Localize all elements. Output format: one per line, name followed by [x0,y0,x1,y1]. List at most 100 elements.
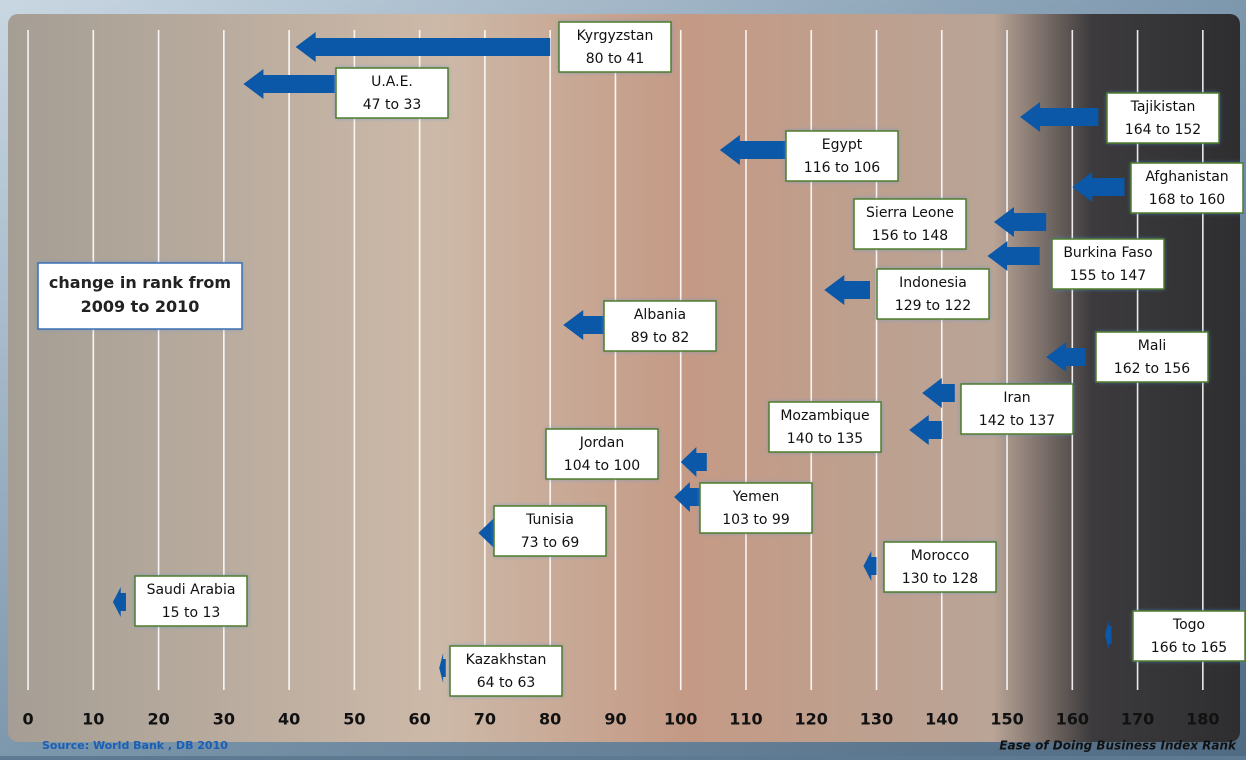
note-text: change in rank from 2009 to 2010 [48,273,232,316]
rank-label: 168 to 160 [1149,192,1225,208]
rank-label: 116 to 106 [804,160,880,176]
label-bg [960,383,1074,435]
arrow [993,207,1047,237]
label-box: Mali 162 to 156 [1095,331,1209,383]
country-label: Yemen [732,489,779,505]
arrow [863,551,877,581]
rank-label: 130 to 128 [902,571,978,587]
label-box: Kazakhstan 64 to 63 [449,645,563,697]
x-tick-label: 40 [278,710,300,729]
x-tick-label: 10 [82,710,104,729]
label-bg [768,401,882,453]
country-label: Tunisia [525,512,574,528]
label-bg [603,300,717,352]
arrow [563,310,609,340]
arrow [1046,342,1086,372]
rank-label: 104 to 100 [564,458,640,474]
label-bg [699,482,813,534]
x-tick-label: 140 [925,710,958,729]
x-tick-label: 120 [795,710,828,729]
arrow [909,415,942,445]
rank-label: 73 to 69 [521,535,580,551]
rank-label: 156 to 148 [872,228,948,244]
label-bg [1132,610,1246,662]
country-label: Jordan [579,435,625,451]
x-tick-label: 50 [343,710,365,729]
rank-label: 129 to 122 [895,298,971,314]
x-tick-label: 0 [22,710,33,729]
rank-label: 103 to 99 [722,512,790,528]
label-box: U.A.E. 47 to 33 [335,67,449,119]
rank-label: 15 to 13 [162,605,221,621]
x-tick-label: 90 [604,710,626,729]
label-bg [853,198,967,250]
label-box: Kyrgyzstan 80 to 41 [558,21,672,73]
country-label: Sierra Leone [866,205,954,221]
rank-label: 140 to 135 [787,431,863,447]
label-bg [785,130,899,182]
x-tick-label: 150 [990,710,1023,729]
label-box: Afghanistan 168 to 160 [1130,162,1244,214]
arrow [1020,102,1099,132]
rank-label: 162 to 156 [1114,361,1190,377]
x-tick-label: 80 [539,710,561,729]
arrow [680,447,707,477]
label-bg [1051,238,1165,290]
x-axis-label: Ease of Doing Business Index Rank [999,739,1237,753]
label-bg [335,67,449,119]
x-tick-label: 160 [1056,710,1089,729]
x-tick-label: 30 [213,710,235,729]
label-bg [493,505,607,557]
arrow [719,135,786,165]
label-box: Iran 142 to 137 [960,383,1074,435]
arrow [824,275,870,305]
label-bg [1106,92,1220,144]
arrow [1072,172,1125,202]
x-tick-label: 180 [1186,710,1219,729]
label-bg [545,428,659,480]
country-label: Tajikistan [1130,99,1196,115]
rank-label: 47 to 33 [363,97,422,113]
label-box: Saudi Arabia 15 to 13 [134,575,248,627]
country-label: Afghanistan [1145,169,1228,185]
arrow [674,482,701,512]
label-box: Indonesia 129 to 122 [876,268,990,320]
source: Source: World Bank , DB 2010 [42,739,228,752]
arrow [439,653,446,683]
label-bg [449,645,563,697]
arrow [987,241,1040,271]
label-box: Egypt 116 to 106 [785,130,899,182]
label-box: Togo 166 to 165 [1132,610,1246,662]
rank-label: 64 to 63 [477,675,536,691]
arrow [1104,620,1112,650]
x-tick-label: 70 [474,710,496,729]
country-label: Burkina Faso [1063,245,1152,261]
arrow [112,587,126,617]
rank-label: 142 to 137 [979,413,1055,429]
country-label: Mozambique [780,408,869,424]
rank-label: 164 to 152 [1125,122,1201,138]
label-box: Tunisia 73 to 69 [493,505,607,557]
country-label: Kyrgyzstan [577,28,654,44]
label-box: Yemen 103 to 99 [699,482,813,534]
country-label: U.A.E. [371,74,413,90]
label-box: Sierra Leone 156 to 148 [853,198,967,250]
x-tick-label: 20 [147,710,169,729]
label-bg [883,541,997,593]
country-label: Indonesia [899,275,967,291]
label-box: Burkina Faso 155 to 147 [1051,238,1165,290]
rank-label: 155 to 147 [1070,268,1146,284]
label-bg [134,575,248,627]
rank-label: 166 to 165 [1151,640,1227,656]
arrow [922,378,955,408]
rank-label: 80 to 41 [586,51,645,67]
country-label: Saudi Arabia [147,582,236,598]
label-bg [1095,331,1209,383]
country-label: Morocco [911,548,970,564]
country-label: Iran [1003,390,1030,406]
country-label: Togo [1172,617,1205,633]
label-box: Mozambique 140 to 135 [768,401,882,453]
label-box: Jordan 104 to 100 [545,428,659,480]
rank-label: 89 to 82 [631,330,690,346]
